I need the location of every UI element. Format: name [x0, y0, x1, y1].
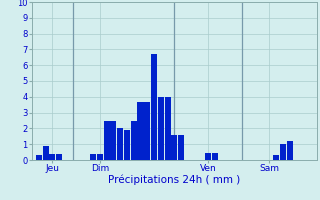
Bar	[110, 120, 116, 160]
Bar	[158, 97, 164, 160]
Bar	[90, 154, 96, 160]
X-axis label: Précipitations 24h ( mm ): Précipitations 24h ( mm )	[108, 175, 241, 185]
Bar	[178, 135, 184, 160]
Bar	[43, 146, 49, 160]
Bar	[117, 128, 123, 160]
Bar	[138, 102, 144, 160]
Bar	[280, 144, 286, 160]
Bar	[212, 153, 218, 160]
Bar	[131, 120, 137, 160]
Bar	[287, 141, 293, 160]
Bar	[205, 153, 211, 160]
Bar	[49, 154, 55, 160]
Bar	[151, 54, 157, 160]
Bar	[36, 155, 42, 160]
Bar	[97, 154, 103, 160]
Bar	[164, 97, 171, 160]
Bar	[56, 154, 62, 160]
Bar	[104, 120, 110, 160]
Bar	[171, 135, 178, 160]
Bar	[124, 130, 130, 160]
Bar	[144, 102, 150, 160]
Bar	[273, 155, 279, 160]
